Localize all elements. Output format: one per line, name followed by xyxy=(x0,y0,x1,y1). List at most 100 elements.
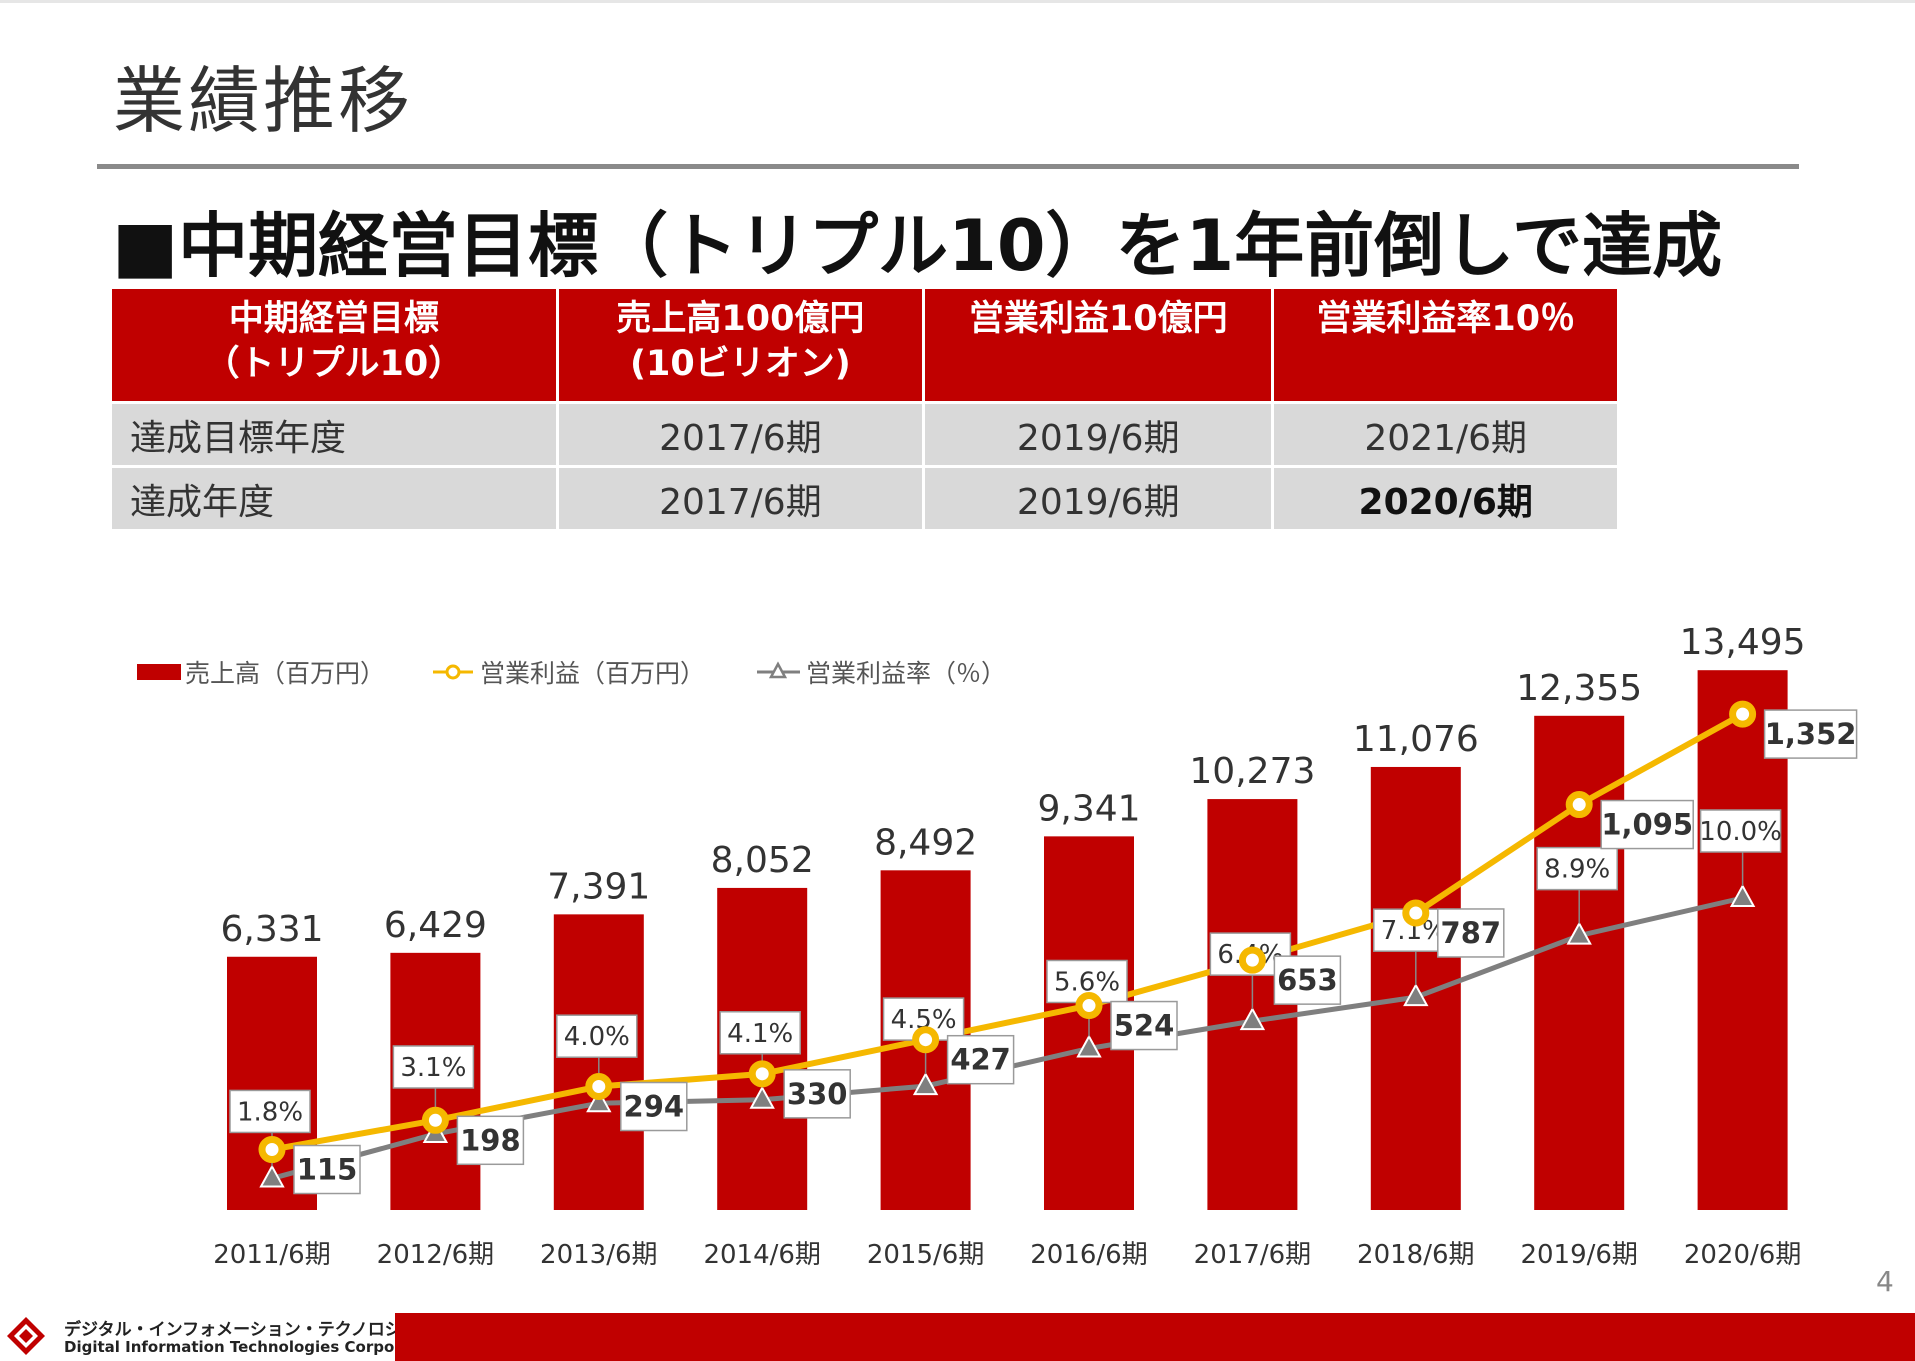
margin-value-label: 10.0% xyxy=(1699,817,1782,847)
x-axis-tick-label: 2017/6期 xyxy=(1194,1240,1311,1270)
profit-label-box xyxy=(1273,955,1342,1005)
margin-label-box xyxy=(1536,846,1618,891)
margin-marker xyxy=(749,1085,775,1109)
sales-value-label: 8,052 xyxy=(711,840,814,881)
x-axis-tick-label: 2016/6期 xyxy=(1030,1240,1147,1270)
margin-marker xyxy=(1403,983,1429,1007)
sales-value-label: 6,429 xyxy=(384,905,487,946)
table-cell: 2017/6期 xyxy=(555,465,926,532)
title-divider xyxy=(97,164,1799,169)
legend-marker-margin xyxy=(768,661,788,679)
header-midterm-goal: 中期経営目標 （トリプル10） xyxy=(109,286,559,404)
page-number: 4 xyxy=(1876,1265,1894,1298)
header-profit-goal: 営業利益10億円 xyxy=(922,286,1275,404)
profit-label-box xyxy=(1600,799,1694,850)
legend-marker-profit xyxy=(445,664,461,680)
profit-label-box xyxy=(1437,908,1505,958)
margin-marker xyxy=(912,1072,939,1096)
margin-label-box xyxy=(392,1045,475,1089)
profit-value-label: 198 xyxy=(460,1123,521,1157)
profit-value-label: 427 xyxy=(950,1043,1011,1077)
legend-label-margin: 営業利益率（％） xyxy=(806,659,1006,688)
margin-value-label: 1.8% xyxy=(237,1097,303,1127)
x-axis-tick-label: 2019/6期 xyxy=(1520,1240,1637,1270)
margin-label-box xyxy=(556,1014,638,1058)
profit-marker xyxy=(258,1136,286,1164)
table-row: 達成年度 2017/6期 2019/6期 2020/6期 xyxy=(109,465,1620,532)
margin-label-box xyxy=(1699,809,1782,853)
profit-value-label: 294 xyxy=(624,1090,685,1124)
margin-marker xyxy=(259,1164,285,1188)
table-cell: 2019/6期 xyxy=(922,401,1275,468)
profit-marker xyxy=(1565,791,1593,819)
sales-value-label: 10,273 xyxy=(1189,751,1315,792)
profit-label-box xyxy=(620,1081,688,1132)
header-line: 営業利益10億円 xyxy=(968,299,1228,339)
row-label: 達成目標年度 xyxy=(109,401,559,468)
x-axis-tick-label: 2014/6期 xyxy=(703,1240,820,1270)
profit-label-box xyxy=(293,1144,361,1195)
margin-value-label: 8.9% xyxy=(1544,855,1610,885)
sales-value-label: 7,391 xyxy=(547,866,650,907)
profit-value-label: 1,352 xyxy=(1765,717,1857,751)
performance-chart: 6,331 6,429 7,391 8,052 8,492 9,341 10,273 11,0… xyxy=(137,622,1858,1270)
company-name-en: Digital Information Technologies Corpora… xyxy=(64,1338,446,1356)
legend-label-sales: 売上高（百万円） xyxy=(185,659,385,688)
headline: ■中期経営目標（トリプル10）を1年前倒しで達成 xyxy=(112,205,1723,287)
legend-swatch-sales xyxy=(137,664,181,680)
margin-marker xyxy=(1566,921,1592,945)
profit-marker xyxy=(748,1060,776,1088)
x-axis-tick-label: 2011/6期 xyxy=(213,1240,330,1270)
header-line: 売上高100億円 xyxy=(616,299,865,339)
x-axis-tick-label: 2015/6期 xyxy=(867,1240,984,1270)
margin-label-box xyxy=(719,1011,801,1055)
header-line: （トリプル10） xyxy=(204,344,464,384)
profit-marker xyxy=(1402,899,1430,927)
sales-value-label: 9,341 xyxy=(1037,788,1140,829)
profit-value-label: 330 xyxy=(787,1077,848,1111)
profit-label-box xyxy=(783,1069,851,1119)
sales-bar xyxy=(1697,670,1788,1210)
company-logo-icon xyxy=(7,1317,45,1355)
profit-marker xyxy=(1729,700,1757,728)
goals-table: 中期経営目標 （トリプル10） 売上高100億円 (10ビリオン) 営業利益10… xyxy=(109,286,1620,532)
x-axis-tick-label: 2012/6期 xyxy=(377,1240,494,1270)
slide-title: 業績推移 xyxy=(113,59,414,143)
sales-value-label: 8,492 xyxy=(874,822,977,863)
header-line: 営業利益率10％ xyxy=(1316,299,1576,339)
sales-value-label: 11,076 xyxy=(1353,719,1479,760)
company-name-jp: デジタル・インフォメーション・テクノロジー株式会社 xyxy=(64,1320,487,1340)
profit-label-box xyxy=(946,1034,1015,1085)
profit-value-label: 115 xyxy=(297,1153,358,1187)
header-margin-goal: 営業利益率10％ xyxy=(1271,286,1620,404)
profit-marker xyxy=(585,1073,613,1101)
header-line: 中期経営目標 xyxy=(228,299,439,339)
margin-value-label: 4.0% xyxy=(564,1022,630,1052)
table-cell-highlight: 2020/6期 xyxy=(1271,465,1620,532)
header-sales-goal: 売上高100億円 (10ビリオン) xyxy=(555,286,926,404)
sales-value-label: 12,355 xyxy=(1516,668,1642,709)
profit-value-label: 1,095 xyxy=(1601,808,1693,842)
profit-value-label: 653 xyxy=(1277,963,1338,997)
profit-value-label: 787 xyxy=(1441,916,1502,950)
header-line: (10ビリオン) xyxy=(630,344,851,384)
profit-marker xyxy=(1075,992,1103,1020)
sales-value-label: 6,331 xyxy=(220,909,323,950)
profit-label-box xyxy=(1110,1000,1178,1051)
x-axis-tick-label: 2013/6期 xyxy=(540,1240,657,1270)
margin-label-box xyxy=(229,1089,311,1134)
x-axis-tick-label: 2018/6期 xyxy=(1357,1240,1474,1270)
footer-bar xyxy=(395,1313,1915,1361)
profit-value-label: 524 xyxy=(1114,1009,1175,1043)
profit-marker xyxy=(912,1026,940,1054)
table-row: 達成目標年度 2017/6期 2019/6期 2021/6期 xyxy=(109,401,1620,468)
margin-marker xyxy=(586,1089,612,1113)
profit-label-box xyxy=(456,1115,525,1166)
margin-marker xyxy=(1076,1034,1102,1058)
profit-line xyxy=(271,711,1745,1153)
table-cell: 2021/6期 xyxy=(1271,401,1620,468)
goals-table-header-row: 中期経営目標 （トリプル10） 売上高100億円 (10ビリオン) 営業利益10… xyxy=(109,286,1620,404)
row-label: 達成年度 xyxy=(109,465,559,532)
margin-marker xyxy=(1239,1007,1266,1031)
sales-value-label: 13,495 xyxy=(1680,622,1806,663)
